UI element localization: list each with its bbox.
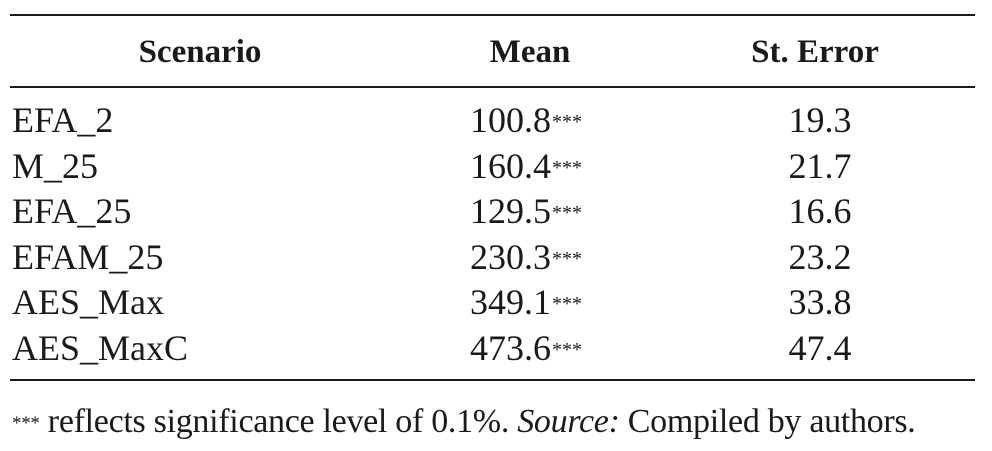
scenario-cell: AES_MaxC [12,327,189,368]
table-row: AES_MaxC 473.6*** 47.4 [0,326,992,372]
mean-value: 349.1 [470,282,551,322]
mean-value: 230.3 [470,236,551,277]
table-row: EFA_25 129.5*** 16.6 [0,189,992,235]
footnote-marker: *** [12,413,40,434]
st-error-cell: 16.6 [788,191,852,231]
mean-cell: 160.4*** [470,144,582,189]
mean-value: 129.5 [470,191,551,231]
significance-marker: *** [552,202,582,224]
mean-cell: 473.6*** [470,326,582,371]
table-body: EFA_2 100.8*** 19.3 M_25 160.4*** 21.7 E… [0,98,992,371]
column-header-st-error: St. Error [751,34,879,70]
scenario-cell: EFA_2 [12,100,114,140]
st-error-cell: 19.3 [788,100,852,140]
mean-cell: 230.3*** [470,235,582,280]
mean-cell: 100.8*** [470,98,582,143]
st-error-cell: 33.8 [788,282,852,322]
significance-marker: *** [552,338,582,361]
table-row: EFAM_25 230.3*** 23.2 [0,235,992,281]
source-text: Compiled by authors. [619,403,916,440]
table-footnote: *** reflects significance level of 0.1%.… [12,400,916,444]
scenario-cell: EFAM_25 [12,236,164,277]
st-error-cell: 23.2 [788,236,852,277]
table-row: M_25 160.4*** 21.7 [0,144,992,190]
column-header-scenario: Scenario [138,34,262,70]
mean-cell: 129.5*** [470,189,582,234]
st-error-cell: 47.4 [788,327,852,368]
scenario-cell: M_25 [12,145,99,186]
mean-value: 160.4 [470,145,551,186]
footnote-text: reflects significance level of 0.1%. [39,403,518,440]
column-header-mean: Mean [489,34,571,70]
significance-marker: *** [552,156,582,179]
table-bottom-rule [10,379,975,381]
significance-marker: *** [552,247,582,270]
table-top-rule [10,14,975,16]
source-label: Source: [517,403,620,440]
mean-value: 473.6 [470,327,551,368]
table-header-rule [10,86,975,88]
mean-cell: 349.1*** [470,280,582,325]
significance-marker: *** [552,111,582,133]
scenario-cell: EFA_25 [12,191,132,231]
st-error-cell: 21.7 [788,145,852,186]
significance-marker: *** [552,293,582,315]
table-row: AES_Max 349.1*** 33.8 [0,280,992,326]
table-row: EFA_2 100.8*** 19.3 [0,98,992,144]
scenario-cell: AES_Max [12,282,164,322]
mean-value: 100.8 [470,100,551,140]
